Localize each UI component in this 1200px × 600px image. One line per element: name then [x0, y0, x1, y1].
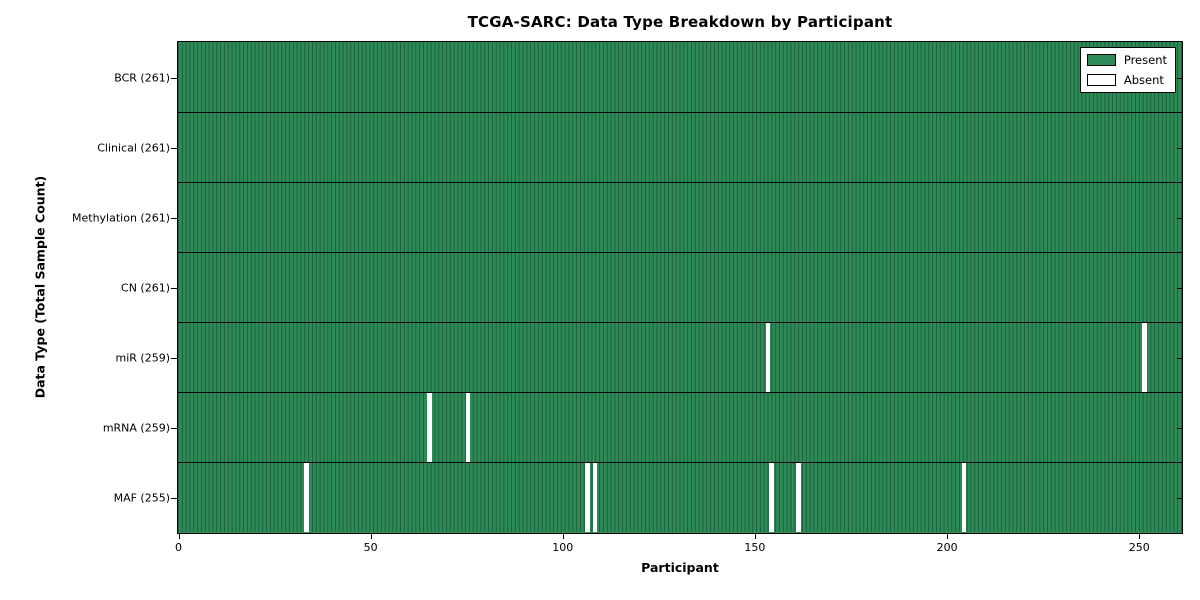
- ytick-label-mrna: mRNA (259): [102, 421, 170, 434]
- xtick-label-200: 200: [936, 541, 958, 554]
- ytick-label-clinical: Clinical (261): [97, 141, 170, 154]
- absent-cell-maf-161: [796, 463, 801, 532]
- ytick-mark-right: [1177, 357, 1182, 359]
- ytick-mark-right: [1177, 287, 1182, 289]
- xtick-mark-250: [1139, 534, 1141, 539]
- present-swatch: [1086, 54, 1116, 66]
- absent-cell-mrna-75: [465, 393, 471, 462]
- row-band-maf: [178, 462, 1182, 532]
- x-axis-label: Participant: [641, 560, 719, 575]
- absent-cell-maf-108: [592, 463, 598, 532]
- absent-cell-mir-153: [765, 323, 771, 392]
- absent-cell-maf-204: [961, 463, 967, 532]
- xtick-label-150: 150: [744, 541, 766, 554]
- ytick-label-bcr: BCR (261): [114, 71, 170, 84]
- row-band-clinical: [178, 112, 1182, 182]
- absent-cell-mir-251: [1142, 323, 1147, 392]
- plot-area: Present Absent: [177, 41, 1183, 534]
- ytick-mark-left: [171, 147, 177, 149]
- absent-cell-mrna-65: [427, 393, 433, 462]
- row-band-cn: [178, 252, 1182, 322]
- xtick-mark-0: [178, 534, 180, 539]
- xtick-mark-50: [370, 534, 372, 539]
- legend-entry-absent: Absent: [1086, 73, 1167, 87]
- ytick-label-mir: miR (259): [115, 351, 171, 364]
- ytick-mark-right: [1177, 77, 1182, 79]
- xtick-mark-150: [754, 534, 756, 539]
- absent-cell-maf-154: [769, 463, 775, 532]
- ytick-mark-right: [1177, 427, 1182, 429]
- legend-entry-present: Present: [1086, 53, 1167, 67]
- ytick-mark-left: [171, 357, 177, 359]
- ytick-mark-left: [171, 427, 177, 429]
- ytick-label-methylation: Methylation (261): [72, 211, 170, 224]
- xtick-label-250: 250: [1128, 541, 1150, 554]
- ytick-mark-left: [171, 77, 177, 79]
- chart-title: TCGA-SARC: Data Type Breakdown by Partic…: [467, 13, 893, 31]
- absent-cell-maf-106: [584, 463, 590, 532]
- absent-swatch: [1086, 74, 1116, 86]
- xtick-mark-200: [947, 534, 949, 539]
- ytick-mark-right: [1177, 497, 1182, 499]
- ytick-label-maf: MAF (255): [113, 491, 170, 504]
- ytick-mark-left: [171, 287, 177, 289]
- xtick-label-50: 50: [363, 541, 378, 554]
- ytick-mark-left: [171, 497, 177, 499]
- ytick-mark-right: [1177, 217, 1182, 219]
- legend-label-absent: Absent: [1123, 73, 1164, 87]
- absent-cell-maf-33: [304, 463, 310, 532]
- ytick-mark-right: [1177, 147, 1182, 149]
- row-band-mrna: [178, 392, 1182, 462]
- legend: Present Absent: [1079, 47, 1176, 93]
- row-band-mir: [178, 322, 1182, 392]
- xtick-mark-100: [562, 534, 564, 539]
- legend-label-present: Present: [1123, 53, 1167, 67]
- ytick-label-cn: CN (261): [121, 281, 170, 294]
- xtick-label-0: 0: [175, 541, 182, 554]
- ytick-mark-left: [171, 217, 177, 219]
- row-band-bcr: [178, 42, 1182, 112]
- row-band-methylation: [178, 182, 1182, 252]
- xtick-label-100: 100: [552, 541, 574, 554]
